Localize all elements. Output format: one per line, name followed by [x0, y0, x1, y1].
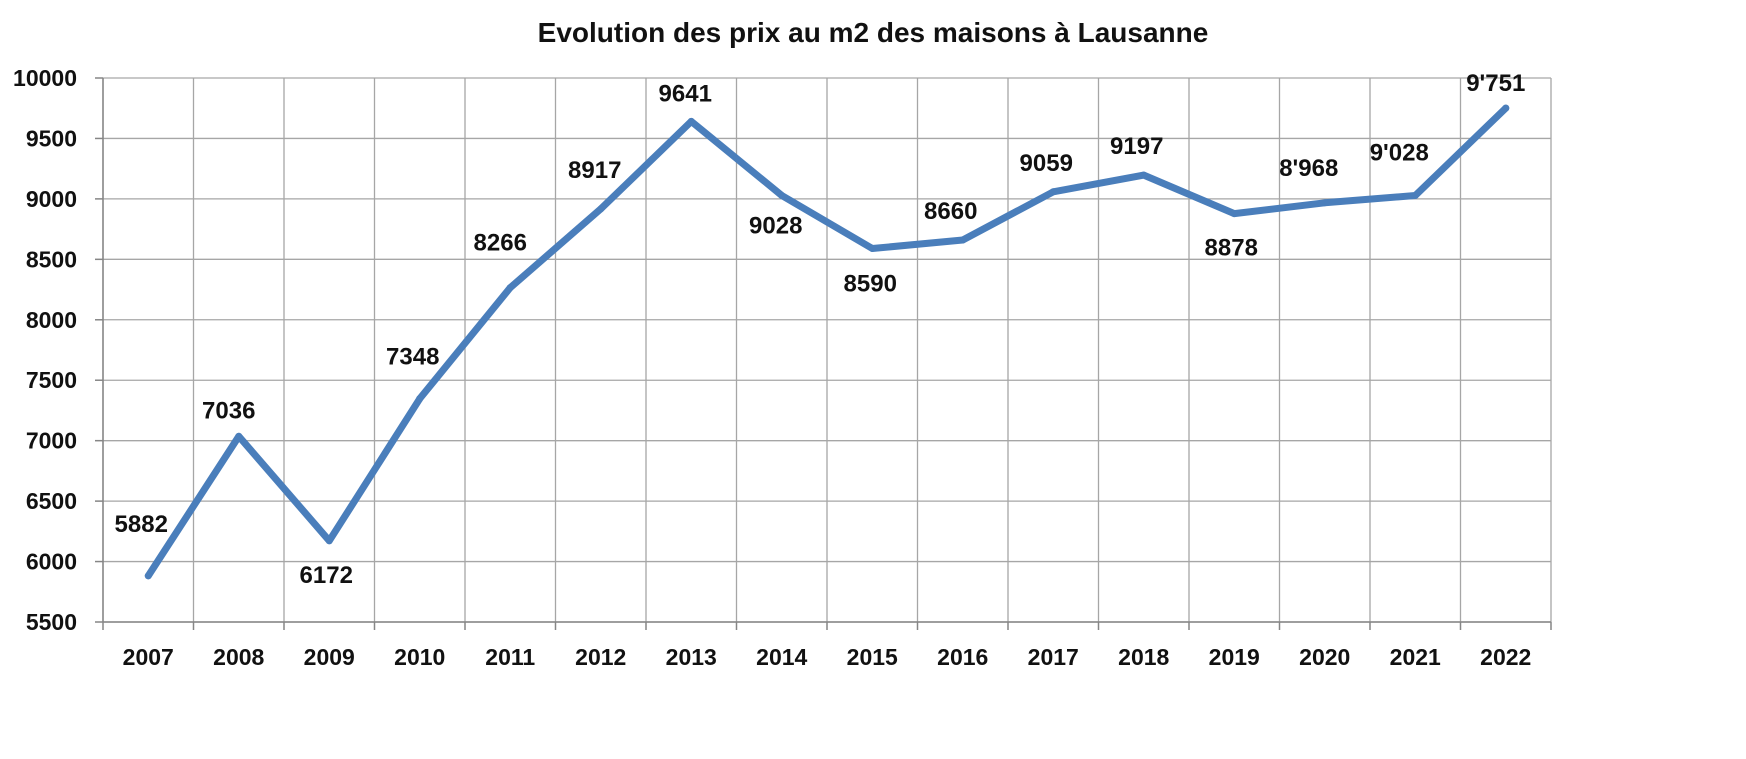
chart-title: Evolution des prix au m2 des maisons à L…: [538, 17, 1209, 48]
x-tick-label: 2018: [1118, 644, 1169, 670]
y-tick-label: 7000: [26, 428, 77, 454]
data-point: [506, 284, 514, 292]
y-tick-label: 10000: [13, 65, 77, 91]
data-point: [1321, 199, 1329, 207]
x-tick-label: 2019: [1209, 644, 1260, 670]
data-labels: 5882 7036 6172 7348 8266 8917 9641 9028 8590 8660…: [115, 70, 1526, 589]
data-point: [144, 572, 152, 580]
y-tick-label: 9500: [26, 125, 77, 151]
data-point: [959, 236, 967, 244]
x-tick-label: 2007: [123, 644, 174, 670]
data-label: 7348: [386, 344, 439, 371]
series-line-group: [144, 104, 1510, 580]
data-point: [1140, 171, 1148, 179]
data-label: 8917: [568, 157, 621, 184]
x-tick-label: 2020: [1299, 644, 1350, 670]
data-label: 9'028: [1370, 140, 1429, 167]
data-label: 9'751: [1466, 70, 1525, 97]
x-tick-label: 2013: [666, 644, 717, 670]
y-tick-label: 8000: [26, 307, 77, 333]
data-point: [687, 117, 695, 125]
data-point: [1502, 104, 1510, 112]
data-label: 9028: [749, 213, 802, 240]
x-tick-label: 2011: [485, 644, 535, 670]
data-point: [597, 205, 605, 213]
x-tick-label: 2016: [937, 644, 988, 670]
x-tick-label: 2022: [1480, 644, 1531, 670]
y-tick-label: 7500: [26, 367, 77, 393]
data-label: 8660: [924, 198, 977, 225]
x-tick-label: 2008: [213, 644, 264, 670]
data-point: [1411, 192, 1419, 200]
x-tick-label: 2010: [394, 644, 445, 670]
data-label: 8878: [1205, 235, 1258, 262]
x-tick-label: 2012: [575, 644, 626, 670]
data-point: [235, 432, 243, 440]
data-label: 8266: [474, 230, 527, 257]
x-tick-label: 2014: [756, 644, 807, 670]
data-label: 8'968: [1279, 155, 1338, 182]
data-label: 5882: [115, 511, 168, 538]
data-label: 6172: [300, 562, 353, 589]
data-point: [778, 192, 786, 200]
axes: 5500 6000 6500 7000 7500 8000 8500 9000 9500 1000…: [13, 65, 1552, 670]
data-point: [325, 537, 333, 545]
data-label: 7036: [202, 397, 255, 424]
y-tick-label: 6500: [26, 488, 77, 514]
y-tick-label: 5500: [26, 609, 77, 635]
x-tick-label: 2017: [1028, 644, 1079, 670]
x-tick-label: 2015: [847, 644, 898, 670]
y-tick-label: 9000: [26, 186, 77, 212]
data-label: 8590: [844, 270, 897, 297]
data-point: [1230, 210, 1238, 218]
data-point: [868, 244, 876, 252]
x-tick-label: 2009: [304, 644, 355, 670]
data-point: [416, 395, 424, 403]
series-line: [144, 104, 1510, 580]
data-label: 9197: [1110, 133, 1163, 160]
y-tick-label: 8500: [26, 246, 77, 272]
x-tick-label: 2021: [1390, 644, 1441, 670]
data-label: 9641: [659, 80, 712, 107]
y-tick-label: 6000: [26, 549, 77, 575]
data-point: [1049, 188, 1057, 196]
data-label: 9059: [1020, 150, 1073, 177]
